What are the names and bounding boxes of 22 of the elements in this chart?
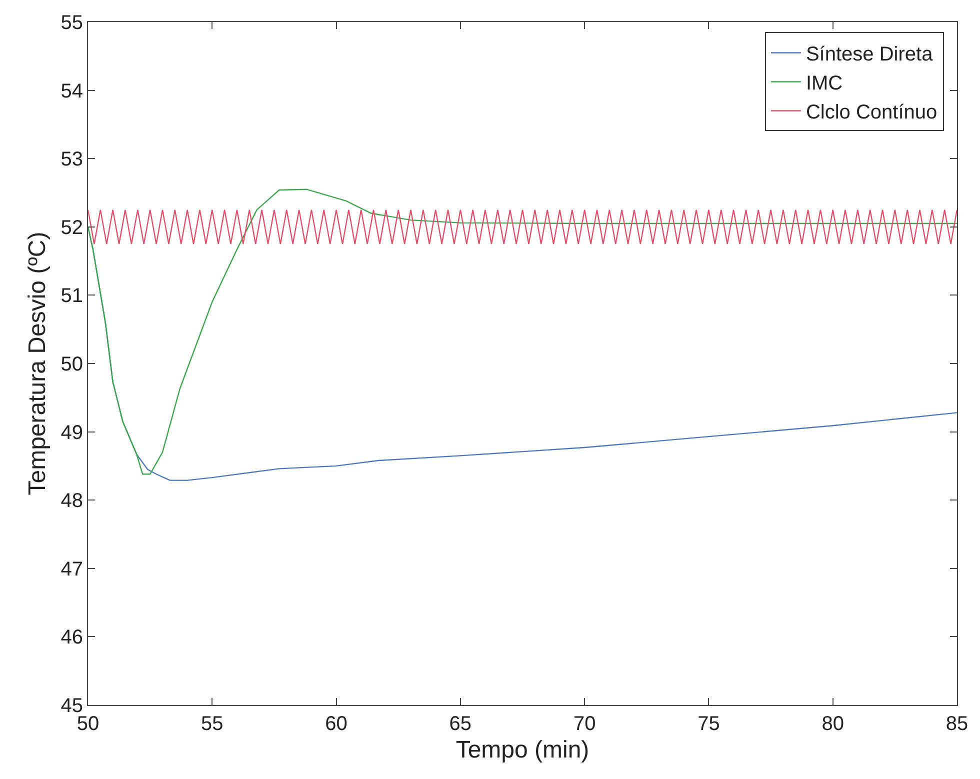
x-tick-label: 60 — [325, 713, 348, 735]
legend-label: Síntese Direta — [806, 44, 934, 66]
x-axis-title: Tempo (min) — [456, 736, 590, 764]
y-tick-label: 52 — [60, 216, 83, 239]
y-tick-label: 55 — [60, 12, 83, 34]
y-axis-title: Temperatura Desvio (ºC) — [24, 232, 51, 496]
x-tick-label: 65 — [449, 713, 472, 735]
y-tick-label: 46 — [60, 626, 83, 649]
y-tick-label: 49 — [60, 422, 83, 444]
x-tick-label: 55 — [201, 713, 224, 735]
legend-label: Clclo Contínuo — [806, 102, 938, 124]
x-tick-label: 85 — [946, 713, 968, 735]
y-tick-label: 54 — [60, 80, 83, 102]
y-tick-label: 51 — [60, 285, 83, 308]
legend-label: IMC — [806, 72, 843, 95]
y-tick-label: 47 — [60, 558, 83, 580]
x-tick-label: 70 — [573, 713, 596, 735]
x-tick-label: 75 — [698, 713, 720, 735]
x-tick-label: 80 — [822, 713, 844, 735]
y-tick-label: 48 — [60, 490, 83, 512]
y-tick-label: 50 — [60, 354, 83, 376]
y-tick-label: 53 — [60, 148, 83, 171]
